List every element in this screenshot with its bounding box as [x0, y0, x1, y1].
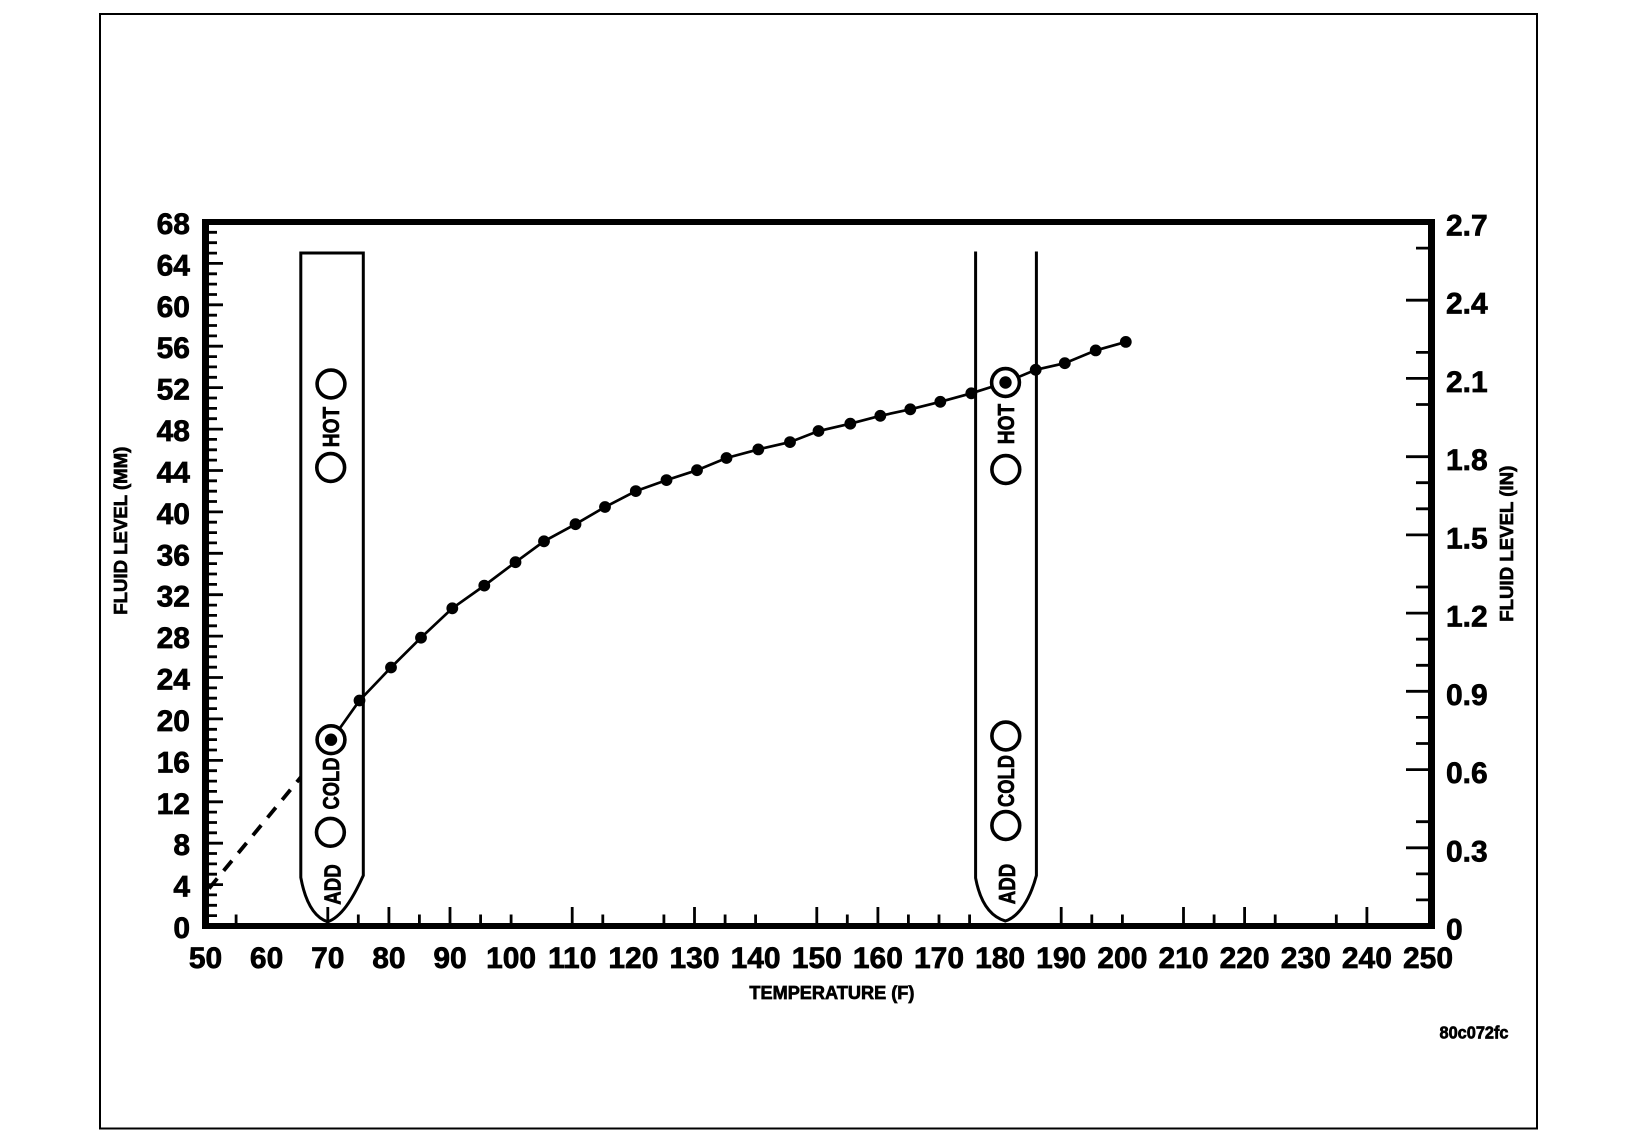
svg-text:HOT: HOT: [318, 407, 344, 448]
svg-text:32: 32: [157, 581, 190, 614]
svg-text:36: 36: [157, 539, 190, 572]
svg-text:120: 120: [608, 942, 658, 975]
svg-text:2.1: 2.1: [1446, 366, 1488, 399]
svg-text:12: 12: [157, 788, 190, 821]
svg-text:220: 220: [1220, 942, 1270, 975]
svg-text:50: 50: [189, 942, 222, 975]
svg-text:4: 4: [173, 871, 190, 904]
svg-text:16: 16: [157, 746, 190, 779]
svg-text:180: 180: [975, 942, 1025, 975]
svg-text:COLD: COLD: [318, 758, 344, 810]
svg-text:130: 130: [669, 942, 719, 975]
svg-text:0.3: 0.3: [1446, 835, 1488, 868]
svg-text:ADD: ADD: [319, 864, 345, 905]
svg-text:8: 8: [173, 829, 190, 862]
svg-text:ADD: ADD: [994, 864, 1020, 905]
svg-text:TEMPERATURE (F): TEMPERATURE (F): [749, 982, 914, 1003]
svg-text:52: 52: [157, 374, 190, 407]
svg-text:90: 90: [433, 942, 466, 975]
svg-text:70: 70: [311, 942, 344, 975]
svg-text:230: 230: [1281, 942, 1331, 975]
svg-text:0.9: 0.9: [1446, 679, 1488, 712]
svg-text:1.8: 1.8: [1446, 444, 1488, 477]
svg-text:COLD: COLD: [993, 755, 1019, 807]
svg-text:110: 110: [548, 942, 596, 975]
svg-text:HOT: HOT: [993, 404, 1019, 445]
svg-text:80: 80: [372, 942, 405, 975]
svg-text:140: 140: [731, 942, 781, 975]
svg-text:FLUID LEVEL (MM): FLUID LEVEL (MM): [110, 447, 131, 615]
svg-text:250: 250: [1403, 942, 1453, 975]
svg-text:2.4: 2.4: [1446, 288, 1488, 321]
svg-text:160: 160: [853, 942, 903, 975]
svg-text:240: 240: [1342, 942, 1392, 975]
svg-text:190: 190: [1036, 942, 1086, 975]
svg-text:40: 40: [157, 498, 190, 531]
svg-text:80c072fc: 80c072fc: [1440, 1023, 1509, 1043]
svg-text:170: 170: [914, 942, 964, 975]
svg-text:24: 24: [157, 664, 191, 697]
svg-text:0: 0: [173, 912, 190, 945]
svg-text:100: 100: [486, 942, 536, 975]
svg-text:0.6: 0.6: [1446, 757, 1488, 790]
svg-text:FLUID LEVEL (IN): FLUID LEVEL (IN): [1496, 466, 1517, 622]
svg-text:60: 60: [157, 291, 190, 324]
svg-text:64: 64: [157, 249, 191, 282]
svg-text:1.5: 1.5: [1446, 522, 1488, 555]
svg-text:2.7: 2.7: [1446, 210, 1488, 243]
svg-text:48: 48: [157, 415, 190, 448]
svg-text:200: 200: [1097, 942, 1147, 975]
svg-text:150: 150: [792, 942, 842, 975]
svg-text:210: 210: [1158, 942, 1208, 975]
svg-text:60: 60: [250, 942, 283, 975]
svg-text:1.2: 1.2: [1446, 601, 1488, 634]
svg-text:20: 20: [157, 705, 190, 738]
svg-text:28: 28: [157, 622, 190, 655]
svg-text:44: 44: [157, 457, 191, 490]
svg-text:56: 56: [157, 332, 190, 365]
svg-text:68: 68: [157, 208, 190, 241]
svg-text:0: 0: [1446, 914, 1463, 947]
